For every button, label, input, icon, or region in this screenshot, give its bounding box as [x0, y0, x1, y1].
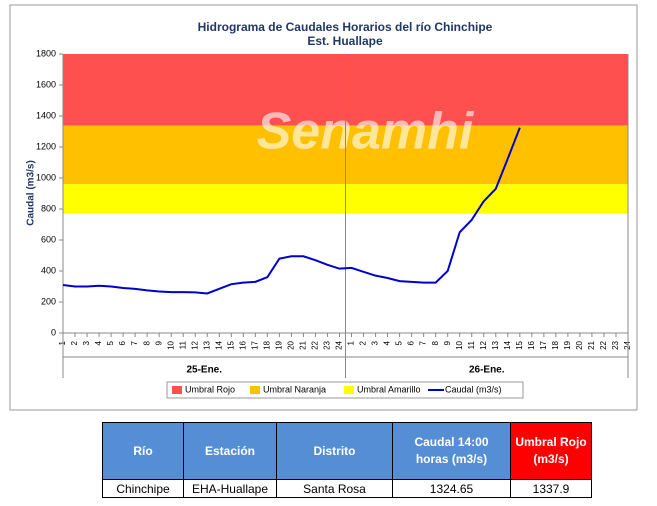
x-tick-label: 11	[178, 340, 187, 349]
y-tick-label: 600	[41, 234, 56, 244]
x-tick-label: 5	[395, 340, 404, 345]
header-cell: Umbral Rojo (m3/s)	[510, 422, 592, 480]
cell: 1337.9	[510, 479, 592, 498]
x-tick-label: 16	[238, 340, 247, 349]
x-tick-label: 8	[431, 340, 440, 345]
group-label: 25-Ene.	[186, 365, 222, 376]
x-tick-label: 3	[82, 340, 91, 345]
legend-label: Umbral Amarillo	[357, 384, 421, 394]
y-tick-label: 1800	[36, 48, 56, 58]
y-tick-label: 400	[41, 265, 56, 275]
y-tick-label: 1400	[36, 110, 56, 120]
header-cell: Caudal 14:00 horas (m3/s)	[392, 422, 511, 480]
watermark: Senamhi	[257, 103, 475, 161]
cell: Chinchipe	[102, 479, 184, 498]
x-tick-label: 21	[587, 340, 596, 349]
x-tick-label: 24	[335, 340, 344, 349]
x-tick-label: 9	[154, 340, 163, 345]
x-tick-label: 19	[274, 340, 283, 349]
x-tick-label: 20	[287, 340, 296, 349]
x-tick-label: 1	[347, 340, 356, 345]
x-tick-label: 7	[419, 340, 428, 345]
x-tick-label: 7	[130, 340, 139, 345]
chart: Hidrograma de Caudales Horarios del río …	[9, 4, 638, 411]
x-tick-label: 4	[383, 340, 392, 345]
x-tick-label: 13	[202, 340, 211, 349]
x-tick-label: 12	[479, 340, 488, 349]
x-tick-label: 18	[551, 340, 560, 349]
cell: EHA-Huallape	[183, 479, 277, 498]
x-tick-label: 19	[563, 340, 572, 349]
x-tick-label: 13	[491, 340, 500, 349]
chart-subtitle: Est. Huallape	[307, 34, 383, 48]
legend-swatch	[250, 386, 260, 394]
cell: 1324.65	[392, 479, 511, 498]
header-row: Río Estación Distrito Caudal 14:00 horas (m…	[102, 422, 592, 480]
x-tick-label: 15	[226, 340, 235, 349]
x-tick-label: 16	[527, 340, 536, 349]
x-tick-label: 10	[166, 340, 175, 349]
x-tick-label: 22	[311, 340, 320, 349]
x-tick-label: 17	[539, 340, 548, 349]
legend-swatch	[344, 386, 354, 394]
legend-label: Umbral Naranja	[263, 384, 326, 394]
x-tick-label: 5	[106, 340, 115, 345]
x-tick-label: 6	[118, 340, 127, 345]
x-tick-label: 20	[575, 340, 584, 349]
y-tick-label: 1200	[36, 141, 56, 151]
legend-label: Umbral Rojo	[185, 384, 235, 394]
x-tick-label: 2	[359, 340, 368, 345]
legend-swatch	[172, 386, 182, 394]
header-cell: Estación	[183, 422, 277, 480]
x-tick-label: 6	[407, 340, 416, 345]
x-tick-label: 22	[599, 340, 608, 349]
x-tick-label: 14	[503, 340, 512, 349]
x-tick-label: 14	[214, 340, 223, 349]
x-tick-label: 9	[443, 340, 452, 345]
y-tick-label: 0	[51, 327, 56, 337]
x-tick-label: 8	[142, 340, 151, 345]
y-tick-label: 800	[41, 203, 56, 213]
y-tick-label: 1000	[36, 172, 56, 182]
x-tick-label: 3	[371, 340, 380, 345]
flow-line	[62, 127, 521, 295]
legend-label: Caudal (m3/s)	[445, 384, 502, 394]
x-tick-label: 21	[299, 340, 308, 349]
header-cell: Río	[102, 422, 184, 480]
x-tick-label: 18	[262, 340, 271, 349]
y-axis-label: Caudal (m3/s)	[26, 160, 37, 226]
cell: Santa Rosa	[276, 479, 393, 498]
x-tick-label: 2	[70, 340, 79, 345]
header-cell: Distrito	[276, 422, 393, 480]
data-table: Río Estación Distrito Caudal 14:00 horas (m…	[102, 422, 592, 498]
x-tick-label: 10	[455, 340, 464, 349]
x-tick-label: 23	[323, 340, 332, 349]
x-tick-label: 17	[250, 340, 259, 349]
chart-title: Hidrograma de Caudales Horarios del río …	[198, 20, 493, 34]
row: Chinchipe EHA-Huallape Santa Rosa 1324.65 13…	[102, 479, 592, 498]
x-tick-label: 15	[515, 340, 524, 349]
x-tick-label: 11	[467, 340, 476, 349]
x-tick-label: 4	[94, 340, 103, 345]
x-tick-label: 12	[190, 340, 199, 349]
y-tick-label: 200	[41, 296, 56, 306]
x-tick-label: 23	[611, 340, 620, 349]
group-label: 26-Ene.	[469, 365, 505, 376]
y-tick-label: 1600	[36, 79, 56, 89]
